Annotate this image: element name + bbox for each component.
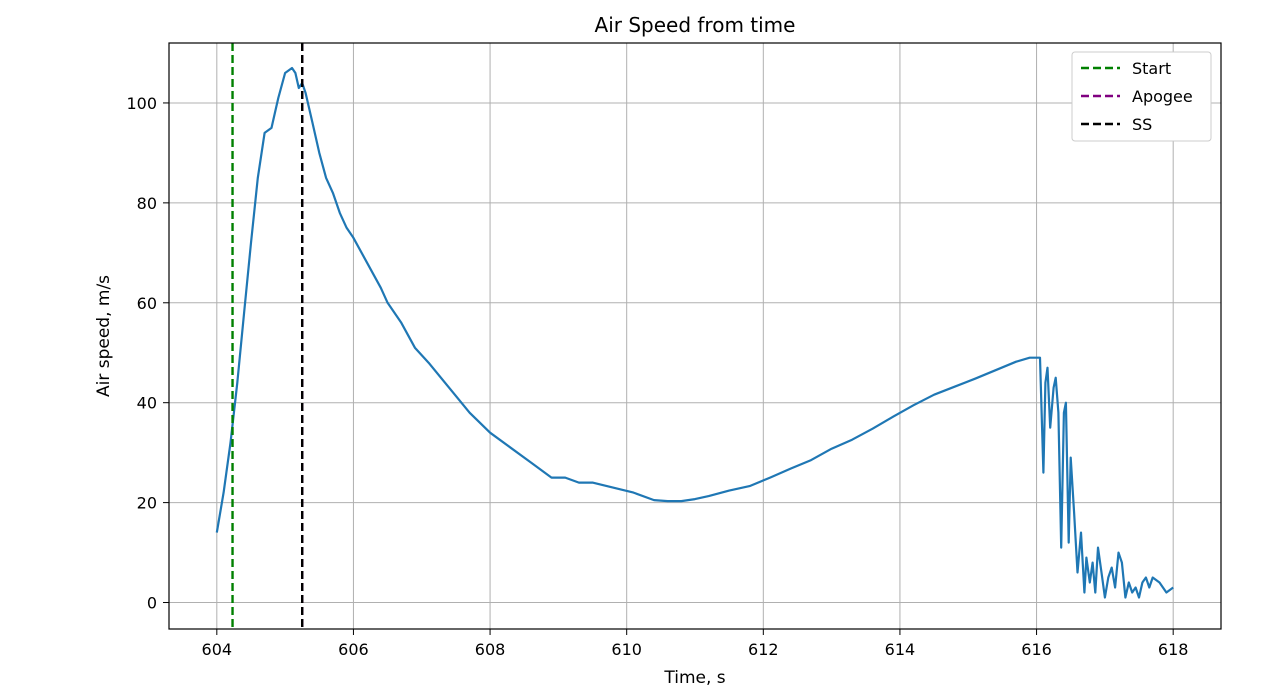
vertical-markers [231, 43, 304, 629]
x-tick-label: 606 [338, 640, 369, 659]
legend-label-start: Start [1132, 59, 1171, 78]
x-tick-label: 608 [475, 640, 506, 659]
y-axis-label: Air speed, m/s [94, 275, 114, 397]
chart-title: Air Speed from time [595, 13, 796, 37]
x-tick-label: 612 [748, 640, 779, 659]
x-axis-label: Time, s [663, 668, 725, 688]
x-tick-label: 616 [1021, 640, 1052, 659]
plot-frame [168, 42, 1222, 630]
air-speed-line [215, 66, 1174, 599]
y-tick-label: 60 [137, 294, 157, 313]
legend: Start Apogee SS [1071, 51, 1212, 142]
legend-box [1071, 51, 1212, 142]
legend-label-ss: SS [1132, 115, 1152, 134]
plot-area [169, 43, 1221, 629]
legend-label-apogee: Apogee [1132, 87, 1193, 106]
y-tick-label: 40 [137, 394, 157, 413]
y-axis-ticks: 0 20 40 60 80 100 [126, 94, 169, 613]
x-axis-ticks: 604 606 608 610 612 614 616 618 [202, 629, 1189, 659]
y-tick-label: 0 [147, 594, 157, 613]
y-tick-label: 20 [137, 494, 157, 513]
x-tick-label: 614 [885, 640, 916, 659]
x-tick-label: 618 [1158, 640, 1189, 659]
y-tick-label: 100 [126, 94, 157, 113]
x-tick-label: 610 [611, 640, 642, 659]
y-tick-label: 80 [137, 194, 157, 213]
series-layer [215, 66, 1174, 599]
x-tick-label: 604 [202, 640, 233, 659]
